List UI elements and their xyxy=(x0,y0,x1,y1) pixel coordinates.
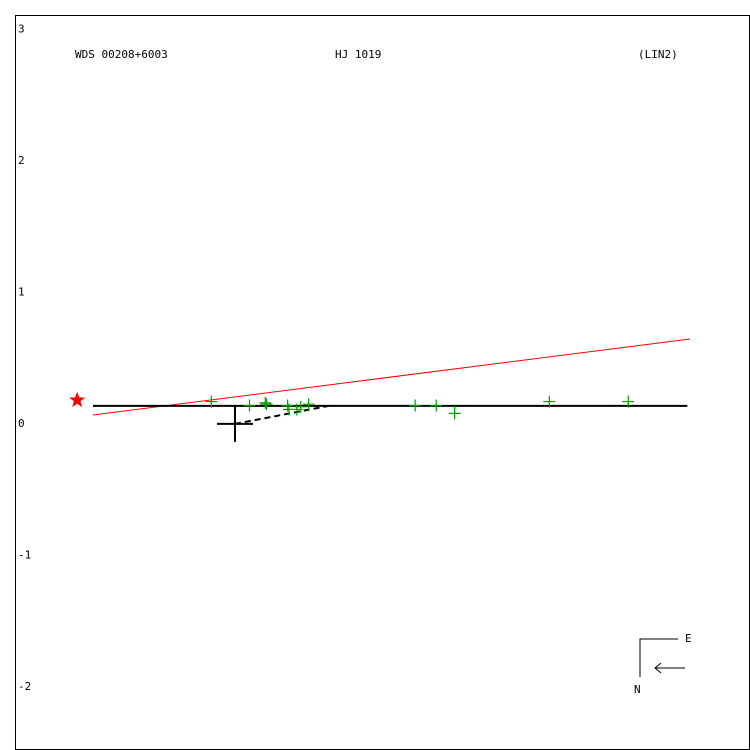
dashed-line xyxy=(234,404,329,425)
observation xyxy=(448,407,461,420)
y-tick-label: 0 xyxy=(18,417,25,430)
observation xyxy=(294,400,307,413)
y-tick-label: -1 xyxy=(18,548,31,561)
observation xyxy=(243,399,256,412)
reference: (LIN2) xyxy=(638,48,678,61)
periastron-star xyxy=(69,391,86,408)
observation xyxy=(430,399,443,412)
y-tick-label: 3 xyxy=(18,22,25,35)
y-tick-label: -2 xyxy=(18,680,31,693)
compass-east: E xyxy=(685,632,692,645)
observation xyxy=(622,395,635,408)
y-tick-label: 2 xyxy=(18,154,25,167)
star-name: HJ 1019 xyxy=(335,48,381,61)
y-tick-label: 1 xyxy=(18,285,25,298)
observation xyxy=(260,398,273,411)
compass-arrowhead xyxy=(654,662,662,674)
observation xyxy=(409,399,422,412)
plot-frame xyxy=(15,15,750,750)
fit-line xyxy=(92,338,691,416)
observation xyxy=(543,395,556,408)
observation xyxy=(205,395,218,408)
observation xyxy=(259,396,272,409)
compass-axes xyxy=(639,638,678,677)
primary-star xyxy=(217,405,254,442)
compass: E N xyxy=(634,632,692,696)
compass-north: N xyxy=(634,683,641,696)
catalog-label: WDS 00208+6003 xyxy=(75,48,168,61)
observation xyxy=(302,398,315,411)
